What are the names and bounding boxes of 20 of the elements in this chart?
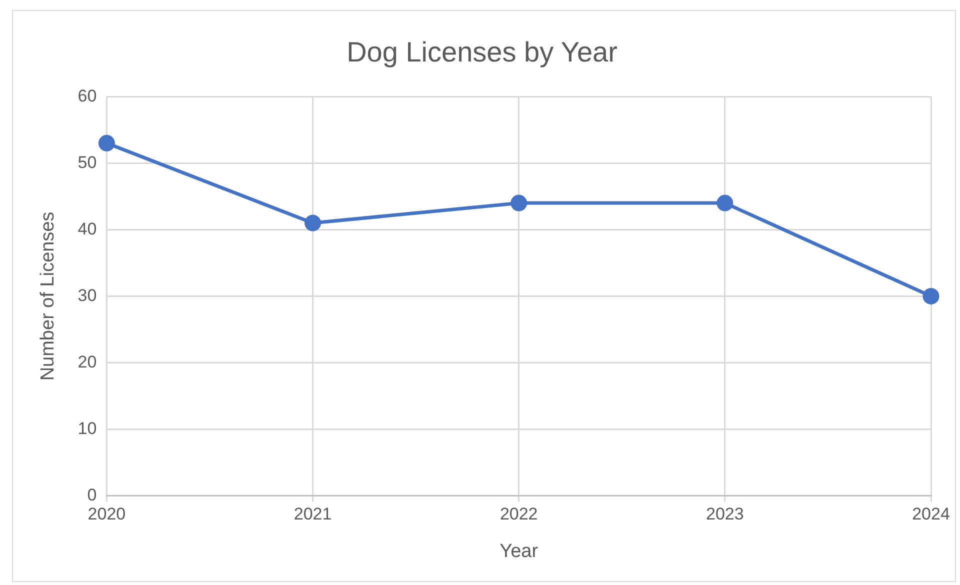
- point: [304, 214, 322, 232]
- x-tick-label: 2024: [912, 504, 950, 524]
- y-tick-label: 10: [78, 418, 97, 438]
- point: [922, 288, 940, 304]
- x-tick-label: 2020: [88, 504, 126, 524]
- y-tick-label: 0: [87, 485, 97, 504]
- x-tick-label: 2022: [500, 504, 538, 524]
- point: [510, 194, 528, 212]
- x-tick-label: 2021: [294, 504, 332, 524]
- y-tick-label: 30: [78, 286, 97, 305]
- y-tick-label: 20: [78, 352, 97, 372]
- y-tick-label: 40: [78, 219, 97, 238]
- chart-title: Dog Licenses by Year: [346, 36, 618, 68]
- y-axis-title: Number of Licenses: [38, 212, 59, 381]
- y-tick-label: 60: [78, 86, 97, 106]
- x-axis-title: Year: [500, 540, 539, 562]
- point: [98, 134, 115, 152]
- y-tick-label: 50: [78, 152, 97, 172]
- point: [716, 194, 734, 212]
- x-tick-label: 2023: [706, 504, 744, 524]
